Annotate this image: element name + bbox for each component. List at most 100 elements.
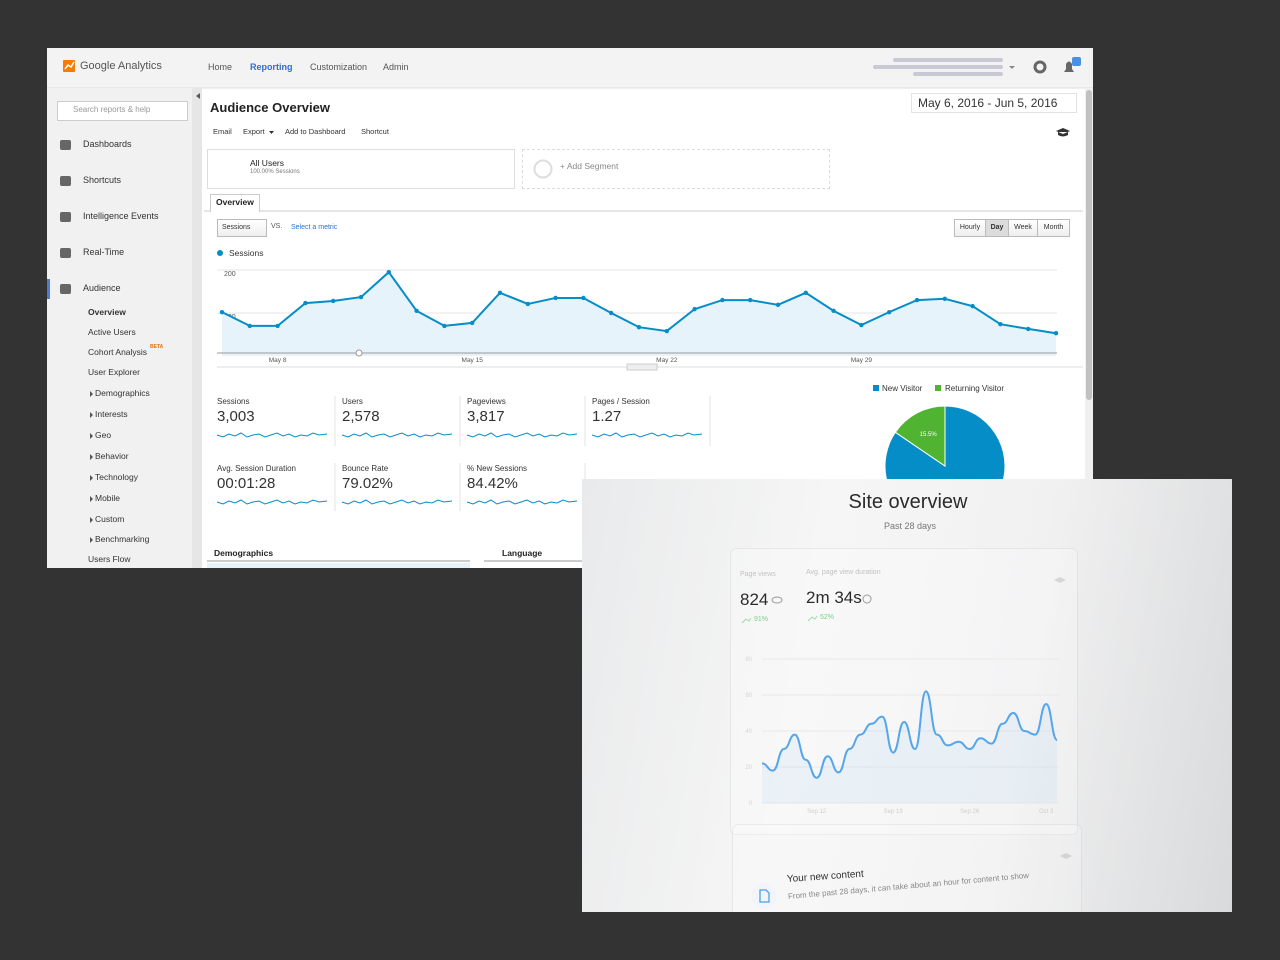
toolbar-item[interactable]: Add to Dashboard xyxy=(285,127,346,136)
audience-menu-item[interactable]: Mobile xyxy=(95,493,121,503)
audience-menu-item[interactable]: Technology xyxy=(95,472,139,482)
site-metric-label: Avg. page view duration xyxy=(806,569,881,576)
chart-resize-handle xyxy=(626,363,658,371)
audience-menu-item[interactable]: Cohort Analysis xyxy=(88,347,148,357)
audience-menu-item[interactable]: Interests xyxy=(95,409,128,419)
sessions-point xyxy=(414,308,419,314)
sessions-point xyxy=(775,302,781,308)
sessions-point xyxy=(720,297,725,303)
metric-value: 3,003 xyxy=(217,408,255,425)
site-area xyxy=(762,691,1058,803)
nav-item[interactable]: Customization xyxy=(310,62,368,72)
audience-menu-item[interactable]: User Explorer xyxy=(88,367,140,377)
annotation-marker xyxy=(355,349,363,357)
beta-badge: BETA xyxy=(150,344,164,350)
sessions-point xyxy=(887,309,892,315)
sessions-point xyxy=(970,303,975,309)
granularity-button[interactable]: Week xyxy=(1008,219,1038,237)
metric-label: Avg. Session Duration xyxy=(217,464,297,473)
settings-icon[interactable] xyxy=(1033,60,1047,74)
audience-menu-item[interactable]: Geo xyxy=(95,430,112,440)
trend-arrow xyxy=(807,615,818,622)
sidebar-icon xyxy=(60,284,71,294)
sessions-point xyxy=(1053,331,1059,336)
expand-arrow xyxy=(90,412,93,418)
blurred-account xyxy=(913,72,1003,76)
nav-item[interactable]: Reporting xyxy=(250,62,293,72)
audience-menu-item[interactable]: Users Flow xyxy=(88,554,131,564)
toolbar-item[interactable]: Shortcut xyxy=(361,127,389,136)
metric-value: 00:01:28 xyxy=(217,475,276,492)
expand-arrow xyxy=(90,391,93,397)
toolbar-item[interactable]: Email xyxy=(213,127,232,136)
metric-label: Users xyxy=(342,397,363,406)
granularity-button[interactable]: Month xyxy=(1037,219,1070,237)
segment-box[interactable] xyxy=(207,149,515,189)
metric-select-box[interactable] xyxy=(217,219,267,237)
segment-detail: 100.00% Sessions xyxy=(250,169,300,175)
expand-arrow xyxy=(90,475,93,481)
logo-line xyxy=(64,61,75,70)
notification-icon[interactable] xyxy=(1064,61,1074,73)
sessions-point xyxy=(525,301,530,307)
sessions-point xyxy=(275,323,280,329)
legend-label: Sessions xyxy=(229,248,264,258)
add-segment-ring xyxy=(533,159,553,179)
pie-slice xyxy=(894,405,946,467)
sessions-point xyxy=(386,269,391,275)
add-segment[interactable]: + Add Segment xyxy=(560,161,619,171)
legend-label: Returning Visitor xyxy=(945,384,1004,393)
select-metric[interactable]: Select a metric xyxy=(291,224,338,231)
nav-item[interactable]: Home xyxy=(208,62,233,72)
metric-select[interactable]: Sessions xyxy=(222,224,251,231)
audience-menu-item[interactable]: Custom xyxy=(95,514,125,524)
content-icon xyxy=(759,889,770,903)
date-range-box[interactable] xyxy=(911,93,1077,113)
duration-icon xyxy=(862,594,872,604)
sidebar-item[interactable]: Real-Time xyxy=(83,247,125,257)
search-box[interactable] xyxy=(57,101,188,121)
tab-label[interactable]: Overview xyxy=(216,197,254,207)
sidebar-item[interactable]: Shortcuts xyxy=(83,175,122,185)
overview-card xyxy=(730,548,1078,835)
collapse-bar xyxy=(192,88,202,568)
blurred-account xyxy=(873,65,1003,69)
x-tick-label: May 22 xyxy=(656,357,678,364)
segment-name: All Users xyxy=(250,158,285,168)
audience-menu-item[interactable]: Active Users xyxy=(88,327,136,337)
sidebar-item[interactable]: Audience xyxy=(83,283,121,293)
scrollbar-thumb xyxy=(1086,90,1092,400)
y-tick-label: 40 xyxy=(745,729,752,735)
section-title: Demographics xyxy=(214,548,274,558)
site-line xyxy=(761,690,1059,779)
add-segment-box[interactable] xyxy=(522,149,830,189)
sessions-point xyxy=(358,294,364,300)
vs-label: VS. xyxy=(271,223,283,230)
expand-arrow xyxy=(90,433,93,439)
audience-menu-item[interactable]: Benchmarking xyxy=(95,534,150,544)
metric-value: 79.02% xyxy=(342,475,393,492)
nav-item[interactable]: Admin xyxy=(383,62,409,72)
tab[interactable] xyxy=(210,194,260,212)
x-tick-label: May 8 xyxy=(269,357,287,364)
sessions-point xyxy=(942,296,947,302)
expand-arrow xyxy=(90,454,93,460)
sessions-point xyxy=(553,295,558,301)
y-tick-label: 200 xyxy=(224,271,236,278)
audience-menu-item[interactable]: Demographics xyxy=(95,388,150,398)
sidebar-item[interactable]: Dashboards xyxy=(83,139,132,149)
audience-menu-item[interactable]: Overview xyxy=(88,307,126,317)
sidebar-item[interactable]: Intelligence Events xyxy=(83,211,159,221)
site-title: Site overview xyxy=(848,491,968,513)
granularity-button[interactable]: Hourly xyxy=(954,219,986,237)
metric-value: 3,817 xyxy=(467,408,505,425)
notification-badge xyxy=(1072,57,1081,66)
toolbar-item[interactable]: Export xyxy=(243,127,265,136)
granularity-button[interactable]: Day xyxy=(985,219,1009,237)
sessions-point xyxy=(247,323,252,329)
site-metric-change: 52% xyxy=(820,614,835,621)
sessions-point xyxy=(748,297,753,303)
audience-menu-item[interactable]: Behavior xyxy=(95,451,129,461)
